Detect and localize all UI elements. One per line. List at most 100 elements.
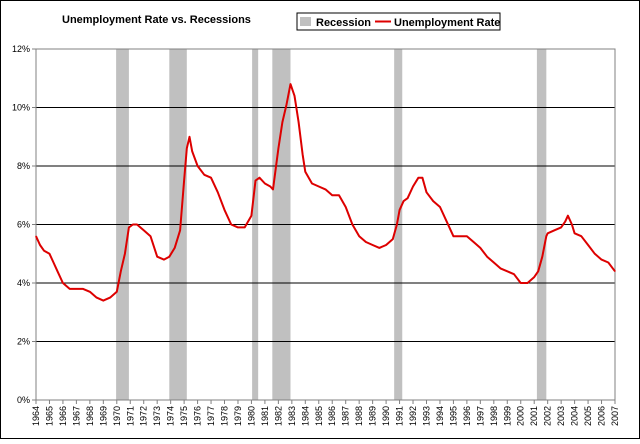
data-point (304, 171, 306, 173)
x-tick-label: 1986 (327, 406, 337, 426)
x-tick-label: 1996 (462, 406, 472, 426)
y-tick-label: 0% (17, 395, 30, 405)
data-point (526, 282, 529, 284)
x-tick-label: 1975 (179, 406, 189, 426)
data-point (439, 206, 441, 208)
y-tick-label: 10% (12, 103, 30, 113)
data-point (479, 247, 481, 249)
data-point (136, 223, 138, 226)
data-point (174, 247, 176, 249)
x-tick-label: 1964 (31, 406, 41, 426)
x-tick-label: 1999 (502, 406, 512, 426)
data-point (311, 182, 313, 185)
y-tick-label: 2% (17, 337, 30, 347)
data-point (567, 215, 569, 217)
data-point (358, 235, 360, 237)
data-point (124, 253, 126, 255)
x-tick-label: 1965 (44, 406, 54, 426)
data-point (587, 244, 589, 246)
x-tick-label: 2005 (583, 406, 593, 426)
data-point (351, 223, 354, 226)
data-point (547, 232, 549, 234)
data-point (183, 180, 185, 182)
data-point (452, 235, 455, 237)
y-tick-label: 12% (12, 44, 30, 54)
data-point (275, 168, 277, 170)
data-point (69, 288, 71, 290)
data-point (237, 226, 239, 229)
data-point (466, 235, 468, 237)
data-point (392, 238, 394, 240)
data-point (191, 150, 193, 152)
data-point (210, 177, 212, 179)
data-point (499, 267, 502, 269)
data-point (459, 235, 461, 237)
data-point (250, 215, 253, 217)
x-tick-label: 2004 (570, 406, 580, 426)
data-point (378, 247, 380, 249)
data-point (223, 209, 226, 211)
x-tick-label: 1971 (125, 406, 135, 426)
data-point (109, 297, 111, 299)
data-point (574, 232, 576, 234)
data-point (156, 256, 158, 258)
data-point (89, 291, 91, 293)
x-tick-label: 1980 (246, 406, 256, 426)
x-tick-label: 1984 (300, 406, 310, 426)
data-point (607, 261, 609, 264)
data-point (614, 270, 616, 272)
data-point (258, 177, 261, 179)
data-point (128, 226, 130, 229)
data-point (120, 270, 122, 272)
data-point (277, 147, 279, 150)
x-tick-label: 1997 (475, 406, 485, 426)
data-point (48, 253, 51, 255)
data-point (149, 235, 152, 237)
data-point (285, 103, 288, 106)
x-tick-label: 2002 (543, 406, 553, 426)
x-tick-label: 1988 (354, 406, 364, 426)
x-tick-label: 1974 (166, 406, 176, 426)
data-point (116, 291, 118, 293)
x-tick-label: 2007 (610, 406, 620, 426)
data-point (412, 185, 414, 188)
data-point (186, 147, 188, 150)
x-tick-label: 1966 (58, 406, 68, 426)
data-point (446, 220, 448, 223)
data-point (272, 188, 274, 190)
x-tick-label: 1972 (139, 406, 149, 426)
data-point (62, 282, 64, 284)
data-point (398, 209, 401, 211)
data-point (230, 223, 232, 226)
data-point (289, 83, 292, 85)
x-tick-label: 1978 (220, 406, 230, 426)
x-tick-label: 1993 (421, 406, 431, 426)
data-point (513, 273, 515, 275)
data-point (132, 223, 134, 226)
data-point (293, 95, 296, 97)
x-tick-label: 1998 (489, 406, 499, 426)
data-point (318, 185, 320, 188)
data-point (402, 200, 405, 202)
data-point (600, 259, 603, 261)
data-point (102, 299, 104, 302)
data-point (564, 220, 566, 223)
data-point (506, 270, 508, 272)
x-tick-label: 1973 (152, 406, 162, 426)
data-point (264, 182, 266, 185)
x-tick-label: 1968 (85, 406, 95, 426)
data-point (338, 194, 340, 196)
data-point (254, 180, 257, 182)
x-tick-label: 1990 (381, 406, 391, 426)
data-point (35, 235, 37, 237)
x-tick-label: 1967 (71, 406, 81, 426)
data-point (594, 253, 596, 255)
data-point (537, 270, 539, 272)
x-tick-label: 1987 (341, 406, 351, 426)
data-point (365, 241, 367, 243)
data-point (188, 136, 191, 138)
data-point (432, 200, 434, 202)
data-point (95, 297, 98, 299)
data-point (580, 235, 582, 237)
